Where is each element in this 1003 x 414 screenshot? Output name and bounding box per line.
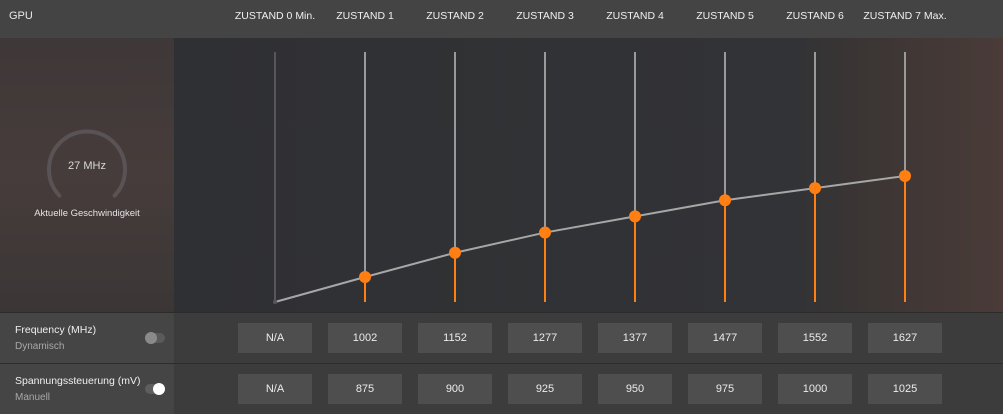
voltage-row: Spannungssteuerung (mV) Manuell N/A 875 … — [0, 363, 1003, 414]
frequency-title: Frequency (MHz) — [15, 324, 97, 336]
voltage-state-2[interactable]: 900 — [418, 374, 492, 404]
frequency-toggle[interactable] — [145, 332, 165, 344]
state-2-label: ZUSTAND 2 — [426, 10, 484, 22]
state-6-handle[interactable] — [809, 182, 821, 195]
frequency-state-3[interactable]: 1277 — [508, 323, 582, 353]
gpu-title: GPU — [9, 10, 33, 22]
toggle-knob — [145, 332, 157, 344]
state-4-handle[interactable] — [629, 210, 641, 223]
voltage-state-4[interactable]: 950 — [598, 374, 672, 404]
voltage-toggle[interactable] — [145, 383, 165, 395]
frequency-row: Frequency (MHz) Dynamisch N/A 1002 1152 … — [0, 312, 1003, 363]
state-0-handle — [273, 300, 277, 304]
voltage-title: Spannungssteuerung (mV) — [15, 375, 141, 387]
current-speed-value: 27 MHz — [68, 160, 106, 172]
frequency-state-0[interactable]: N/A — [238, 323, 312, 353]
frequency-state-1[interactable]: 1002 — [328, 323, 402, 353]
frequency-state-7[interactable]: 1627 — [868, 323, 942, 353]
frequency-state-2[interactable]: 1152 — [418, 323, 492, 353]
state-6-label: ZUSTAND 6 — [786, 10, 844, 22]
voltage-state-0[interactable]: N/A — [238, 374, 312, 404]
state-curve-chart — [174, 38, 1003, 312]
speed-gauge — [47, 129, 127, 198]
state-3-handle[interactable] — [539, 226, 551, 239]
state-3-label: ZUSTAND 3 — [516, 10, 574, 22]
voltage-state-6[interactable]: 1000 — [778, 374, 852, 404]
frequency-state-5[interactable]: 1477 — [688, 323, 762, 353]
frequency-mode: Dynamisch — [15, 341, 65, 352]
current-speed-caption: Aktuelle Geschwindigkeit — [34, 208, 140, 219]
state-1-label: ZUSTAND 1 — [336, 10, 394, 22]
header-bar: GPU ZUSTAND 0 Min. ZUSTAND 1 ZUSTAND 2 Z… — [0, 0, 1003, 38]
voltage-state-7[interactable]: 1025 — [868, 374, 942, 404]
frequency-state-4[interactable]: 1377 — [598, 323, 672, 353]
state-1-handle[interactable] — [359, 271, 371, 283]
state-curve-svg — [273, 52, 911, 304]
speed-panel — [0, 38, 174, 312]
voltage-state-1[interactable]: 875 — [328, 374, 402, 404]
state-2-handle[interactable] — [449, 246, 461, 259]
frequency-curve — [274, 175, 906, 303]
state-7-label: ZUSTAND 7 Max. — [863, 10, 947, 22]
voltage-state-3[interactable]: 925 — [508, 374, 582, 404]
state-5-handle[interactable] — [719, 194, 731, 207]
voltage-mode: Manuell — [15, 392, 51, 403]
frequency-label-box: Frequency (MHz) Dynamisch — [0, 313, 174, 363]
frequency-state-6[interactable]: 1552 — [778, 323, 852, 353]
state-5-label: ZUSTAND 5 — [696, 10, 754, 22]
toggle-knob — [153, 383, 165, 395]
state-4-label: ZUSTAND 4 — [606, 10, 664, 22]
state-0-label: ZUSTAND 0 Min. — [234, 10, 316, 22]
state-7-handle[interactable] — [899, 170, 911, 182]
voltage-label-box: Spannungssteuerung (mV) Manuell — [0, 364, 174, 414]
voltage-state-5[interactable]: 975 — [688, 374, 762, 404]
